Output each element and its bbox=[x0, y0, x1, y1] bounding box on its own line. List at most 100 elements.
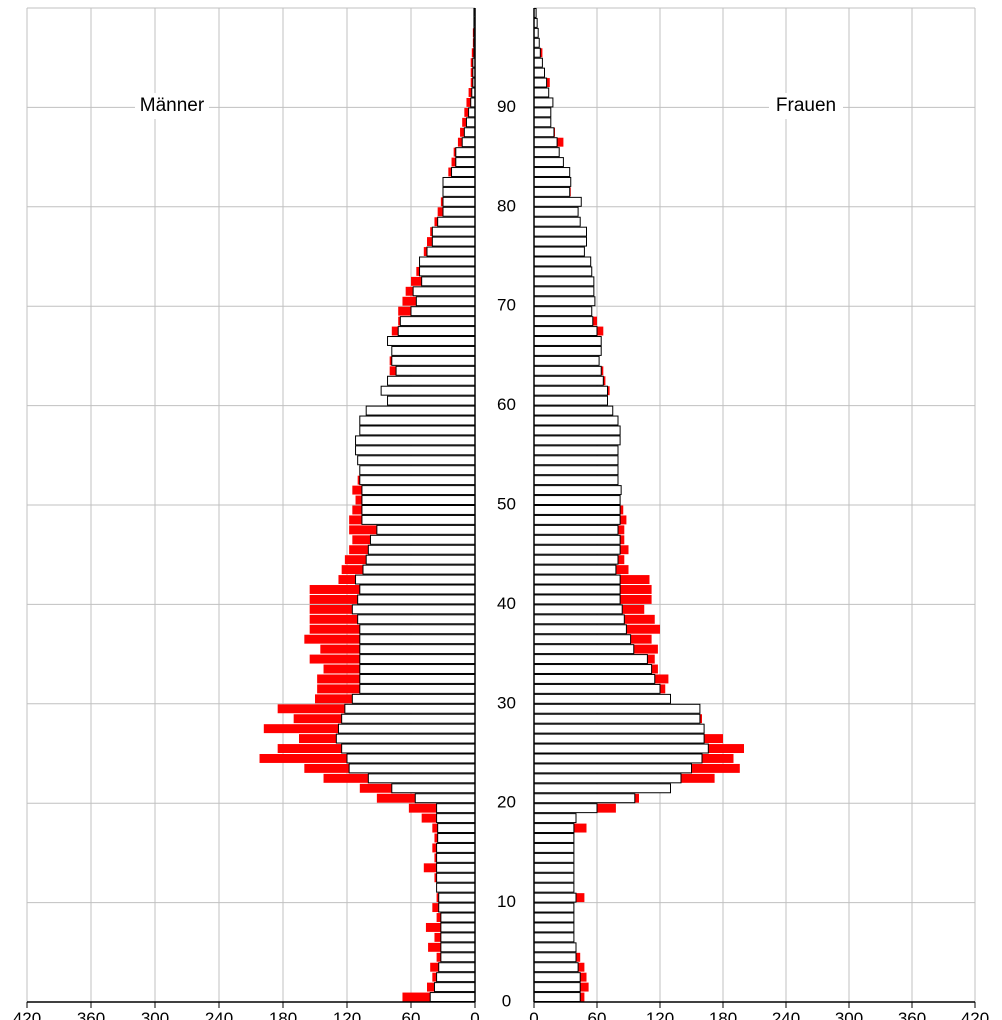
female-bar-series-2-age-51 bbox=[533, 485, 622, 496]
male-bar-series-2-age-21 bbox=[391, 783, 476, 794]
female-bar-series-2-age-61 bbox=[533, 385, 608, 396]
male-x-tick-label: 120 bbox=[333, 1009, 361, 1020]
female-bar-series-2-age-46 bbox=[533, 534, 621, 545]
male-bar-series-2-age-32 bbox=[359, 673, 476, 684]
male-bar-series-2-age-0 bbox=[429, 992, 476, 1002]
male-bar-series-2-age-60 bbox=[387, 395, 476, 406]
male-bar-series-2-age-72 bbox=[421, 276, 476, 287]
male-bar-series-2-age-10 bbox=[438, 892, 476, 903]
female-bar-series-2-age-28 bbox=[533, 713, 701, 724]
female-bar-series-2-age-67 bbox=[533, 326, 598, 337]
female-bar-series-2-age-33 bbox=[533, 664, 653, 674]
female-bar-series-2-age-43 bbox=[533, 564, 617, 575]
male-bar-series-2-age-77 bbox=[431, 226, 476, 237]
female-bar-series-2-age-86 bbox=[533, 137, 558, 148]
male-bar-series-2-age-14 bbox=[436, 852, 476, 863]
female-bar-series-2-age-34 bbox=[533, 654, 648, 665]
female-x-tick-label: 300 bbox=[835, 1009, 863, 1020]
female-bar-series-2-age-89 bbox=[533, 107, 552, 118]
male-bar-series-2-age-49 bbox=[361, 505, 476, 515]
male-bar-series-1-age-95 bbox=[471, 48, 475, 58]
male-x-tick-label: 180 bbox=[269, 1009, 297, 1020]
female-bar-series-2-age-1 bbox=[533, 982, 581, 993]
female-x-tick-label: 360 bbox=[898, 1009, 926, 1020]
male-bar-series-2-age-66 bbox=[387, 336, 476, 346]
age-tick-label: 70 bbox=[497, 296, 516, 315]
female-bar-series-2-age-6 bbox=[533, 932, 575, 943]
female-bar-series-2-age-95 bbox=[533, 47, 541, 58]
male-bar-series-2-age-79 bbox=[442, 206, 476, 217]
female-bar-series-2-age-10 bbox=[533, 892, 577, 903]
male-bar-series-2-age-29 bbox=[344, 703, 476, 714]
female-bar-series-2-age-7 bbox=[533, 922, 575, 933]
male-bar-series-2-age-76 bbox=[431, 236, 476, 247]
male-bar-series-2-age-51 bbox=[361, 485, 476, 496]
male-x-tick-label: 420 bbox=[13, 1009, 41, 1020]
male-bar-series-2-age-68 bbox=[399, 316, 476, 327]
age-tick-label: 0 bbox=[502, 991, 511, 1010]
female-bar-series-2-age-64 bbox=[533, 355, 600, 366]
female-bar-series-2-age-88 bbox=[533, 117, 552, 128]
female-bar-series-2-age-3 bbox=[533, 962, 579, 973]
male-bar-series-2-age-16 bbox=[437, 833, 476, 843]
female-bar-series-2-age-56 bbox=[533, 435, 621, 446]
male-bar-series-2-age-65 bbox=[391, 345, 476, 356]
female-bar-series-2-age-52 bbox=[533, 475, 619, 486]
male-bar-series-2-age-67 bbox=[397, 326, 476, 337]
female-bar-series-2-age-92 bbox=[533, 77, 548, 88]
female-bar-series-2-age-93 bbox=[533, 67, 545, 78]
female-bar-series-2-age-48 bbox=[533, 514, 621, 525]
female-bar-series-2-age-78 bbox=[533, 216, 581, 227]
male-bar-series-2-age-38 bbox=[357, 614, 476, 625]
female-bar-series-2-age-44 bbox=[533, 554, 619, 565]
male-x-tick-label: 300 bbox=[141, 1009, 169, 1020]
male-x-tick-label: 0 bbox=[470, 1009, 479, 1020]
male-bar-series-2-age-81 bbox=[442, 186, 476, 197]
female-bar-series-2-age-12 bbox=[533, 872, 575, 883]
male-panel-title-background bbox=[135, 93, 209, 119]
female-x-tick-label: 240 bbox=[772, 1009, 800, 1020]
female-bar-series-2-age-59 bbox=[533, 405, 614, 416]
female-bar-series-2-age-5 bbox=[533, 942, 577, 953]
male-bar-series-2-age-69 bbox=[410, 306, 476, 317]
male-bar-series-2-age-78 bbox=[437, 216, 476, 227]
male-bar-series-2-age-45 bbox=[367, 544, 476, 555]
female-bar-series-2-age-50 bbox=[533, 495, 621, 505]
male-bar-series-2-age-33 bbox=[359, 664, 476, 674]
male-bar-series-2-age-55 bbox=[355, 445, 476, 456]
male-bar-series-2-age-2 bbox=[436, 972, 476, 983]
male-bar-series-2-age-11 bbox=[436, 882, 476, 893]
male-bar-series-2-age-53 bbox=[359, 465, 476, 476]
male-bar-series-2-age-39 bbox=[351, 604, 476, 615]
female-bar-series-2-age-39 bbox=[533, 604, 623, 615]
female-bar-series-2-age-45 bbox=[533, 544, 621, 555]
male-bar-series-2-age-30 bbox=[351, 693, 476, 704]
male-bar-series-2-age-9 bbox=[438, 902, 476, 913]
female-bar-series-2-age-47 bbox=[533, 524, 619, 535]
female-bar-series-2-age-69 bbox=[533, 306, 593, 317]
labels: 420 360 300 240 180 120 60 0 0 60 120 180 240 300 360 4… bbox=[13, 93, 989, 1020]
male-bar-series-2-age-83 bbox=[451, 167, 476, 177]
age-tick-label: 90 bbox=[497, 97, 516, 116]
male-bar-series-2-age-86 bbox=[461, 137, 476, 148]
male-bar-series-2-age-89 bbox=[468, 107, 476, 118]
female-panel-title: Frauen bbox=[776, 95, 836, 116]
female-bar-series-2-age-82 bbox=[533, 176, 572, 187]
male-bar-series-2-age-82 bbox=[442, 176, 476, 187]
female-x-tick-label: 60 bbox=[588, 1009, 607, 1020]
male-panel-title: Männer bbox=[140, 95, 205, 116]
male-bar-series-2-age-6 bbox=[440, 932, 476, 943]
female-bar-series-2-age-57 bbox=[533, 425, 621, 436]
female-bar-series-2-age-53 bbox=[533, 465, 619, 476]
male-bar-series-2-age-4 bbox=[440, 952, 476, 963]
female-panel-title-background bbox=[769, 93, 843, 119]
female-bar-series-2-age-9 bbox=[533, 902, 575, 913]
female-bar-series-2-age-58 bbox=[533, 415, 619, 426]
male-bar-series-2-age-24 bbox=[346, 753, 476, 764]
female-bar-series-2-age-8 bbox=[533, 912, 575, 923]
male-bar-series-2-age-22 bbox=[367, 773, 476, 784]
female-bar-series-2-age-60 bbox=[533, 395, 608, 406]
male-bar-series-2-age-43 bbox=[362, 564, 476, 575]
male-bar-series-2-age-62 bbox=[387, 375, 476, 386]
